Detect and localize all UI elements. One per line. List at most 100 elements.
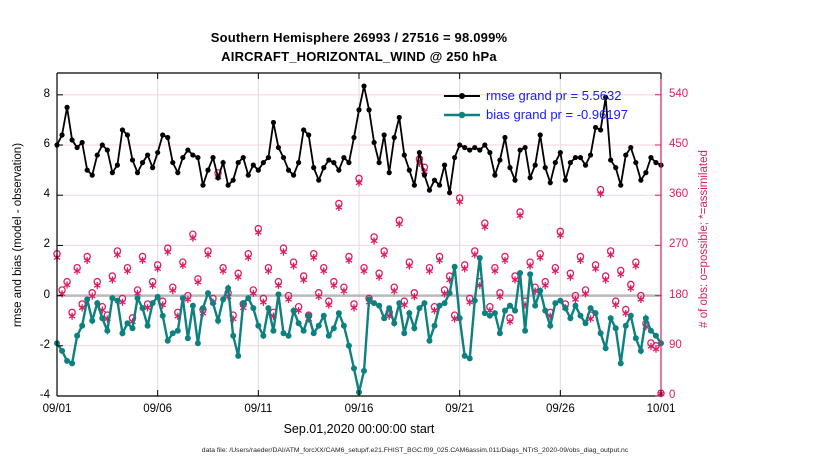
assimilated-marker-arm: [506, 319, 514, 325]
bias-point-marker: [194, 340, 201, 347]
right-y-tick-label: 180: [669, 288, 689, 301]
rmse-point-marker: [598, 127, 604, 133]
bias-point-marker: [532, 302, 539, 309]
assimilated-marker-arm: [320, 268, 328, 274]
assimilated-marker-arm: [249, 290, 257, 296]
rmse-point-marker: [160, 132, 166, 138]
rmse-point-marker: [562, 177, 568, 183]
bias-point-marker: [109, 295, 116, 302]
bias-point-marker: [305, 312, 312, 319]
bias-point-marker: [431, 322, 438, 329]
bias-point-marker: [179, 295, 186, 302]
x-tick-label: 09/21: [445, 403, 475, 415]
bias-point-marker: [361, 367, 368, 374]
bias-point-marker: [169, 330, 176, 337]
rmse-point-marker: [361, 83, 367, 89]
assimilated-marker-arm: [496, 294, 504, 300]
bias-point-marker: [507, 302, 513, 309]
rmse-point-marker: [240, 154, 246, 161]
rmse-point-marker: [74, 144, 80, 151]
bias-point-marker: [391, 320, 398, 327]
bias-point-marker: [381, 315, 388, 322]
rmse-point-marker: [225, 182, 231, 188]
bias-point-marker: [255, 322, 262, 329]
assimilated-marker-arm: [113, 252, 121, 258]
assimilated-marker-arm: [516, 213, 524, 219]
assimilated-marker-arm: [179, 263, 187, 268]
rmse-point-marker: [175, 170, 181, 176]
x-tick-label: 09/11: [244, 403, 273, 415]
bias-point-marker: [426, 337, 433, 344]
bias-point-marker: [89, 317, 96, 324]
assimilated-marker-arm: [622, 311, 630, 316]
left-y-tick-label: 2: [43, 238, 50, 251]
assimilated-marker-arm: [73, 268, 81, 274]
bias-point-marker: [552, 300, 559, 307]
assimilated-marker-arm: [88, 293, 96, 299]
bias-point-marker: [189, 302, 196, 309]
rmse-point-marker: [245, 172, 251, 178]
rmse-point-marker: [472, 144, 478, 151]
bias-point-marker: [652, 332, 659, 339]
bias-point-marker: [350, 365, 357, 372]
rmse-point-marker: [618, 182, 624, 188]
chart-title-line2: AIRCRAFT_HORIZONTAL_WIND @ 250 hPa: [221, 49, 497, 64]
left-y-tick-label: -2: [39, 338, 50, 351]
rmse-point-marker: [210, 154, 216, 161]
assimilated-marker-arm: [325, 302, 333, 308]
rmse-point-marker: [301, 127, 307, 133]
data-file-path: data file: /Users/raeder/DAI/ATM_forcXX/…: [201, 447, 629, 454]
rmse-point-marker: [482, 142, 488, 148]
rmse-point-marker: [431, 177, 438, 183]
bias-point-marker: [602, 345, 609, 352]
assimilated-marker-arm: [234, 274, 242, 280]
assimilated-marker-arm: [78, 305, 86, 311]
bias-point-marker: [446, 290, 453, 297]
bias-point-marker: [310, 330, 317, 337]
rmse-point-marker: [401, 152, 407, 158]
rmse-point-marker: [124, 132, 131, 138]
assimilated-marker-arm: [410, 294, 418, 300]
assimilated-marker-arm: [597, 191, 605, 197]
bias-point-marker: [607, 315, 614, 322]
bias-point-marker: [491, 310, 498, 317]
assimilated-marker-arm: [108, 277, 116, 283]
assimilated-marker-arm: [290, 263, 297, 269]
bias-point-marker: [149, 300, 156, 307]
bias-point-marker: [164, 337, 171, 344]
rmse-point-marker: [351, 134, 357, 141]
assimilated-marker-arm: [395, 221, 403, 227]
assimilated-marker-arm: [471, 252, 479, 258]
bias-point-marker: [537, 287, 544, 294]
rmse-point-marker: [653, 159, 659, 166]
rmse-point-marker: [59, 132, 65, 138]
rmse-point-marker: [114, 162, 120, 168]
rmse-point-marker: [628, 144, 634, 151]
rmse-point-marker: [215, 175, 221, 181]
rmse-point-marker: [386, 170, 392, 176]
bias-point-marker: [230, 332, 237, 339]
bias-point-marker: [260, 332, 267, 339]
rmse-point-marker: [185, 147, 191, 153]
bias-point-marker: [522, 327, 529, 334]
rmse-point-marker: [441, 162, 448, 168]
rmse-point-marker: [366, 107, 372, 113]
bias-point-marker: [527, 271, 534, 278]
bias-point-marker: [572, 302, 579, 309]
assimilated-marker-arm: [340, 288, 348, 294]
bias-point-marker: [481, 310, 488, 317]
assimilated-marker-arm: [582, 291, 589, 297]
rmse-point-marker: [326, 157, 332, 163]
bias-point-marker: [471, 297, 478, 304]
right-y-tick-label: 0: [669, 389, 676, 401]
assimilated-marker-arm: [511, 277, 519, 283]
assimilated-marker-arm: [310, 255, 318, 261]
assimilated-marker-arm: [400, 302, 408, 308]
assimilated-marker-arm: [275, 283, 282, 288]
x-tick-label: 09/01: [42, 403, 72, 415]
assimilated-marker-arm: [139, 258, 146, 263]
assimilated-marker-arm: [264, 268, 272, 274]
bias-point-marker: [622, 322, 629, 329]
bias-point-marker: [486, 312, 493, 319]
